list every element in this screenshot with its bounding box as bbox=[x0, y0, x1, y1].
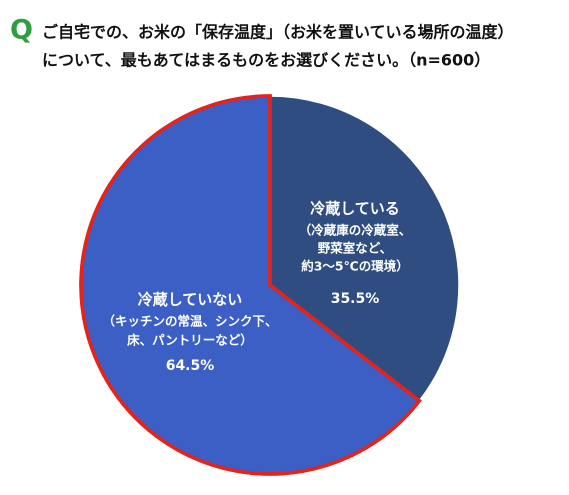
slice-description: 床、パントリーなど） bbox=[127, 333, 253, 348]
pie-slice bbox=[270, 96, 460, 401]
value-label: 64.5% bbox=[166, 358, 215, 374]
pie-slice bbox=[81, 96, 420, 474]
slice-edge bbox=[79, 94, 422, 476]
slice-description: 約3～5℃の環境） bbox=[301, 259, 409, 274]
slice-label: 冷蔵していない bbox=[138, 291, 243, 309]
slice-edge bbox=[269, 95, 460, 402]
chart-title-line: ご自宅での、お米の「保存温度」（お米を置いている場所の温度） bbox=[42, 23, 514, 42]
title-marker: Q bbox=[10, 15, 33, 46]
slice-description: （冷蔵庫の冷蔵室、 bbox=[299, 223, 412, 238]
slice-description: （キッチンの常温、シンク下、 bbox=[102, 314, 277, 329]
value-label: 35.5% bbox=[331, 291, 380, 307]
slice-label: 冷蔵している bbox=[310, 200, 400, 218]
chart-title-line: について、最もあてはまるものをお選びください。（n=600） bbox=[42, 51, 490, 70]
slice-description: 野菜室など、 bbox=[318, 241, 392, 256]
